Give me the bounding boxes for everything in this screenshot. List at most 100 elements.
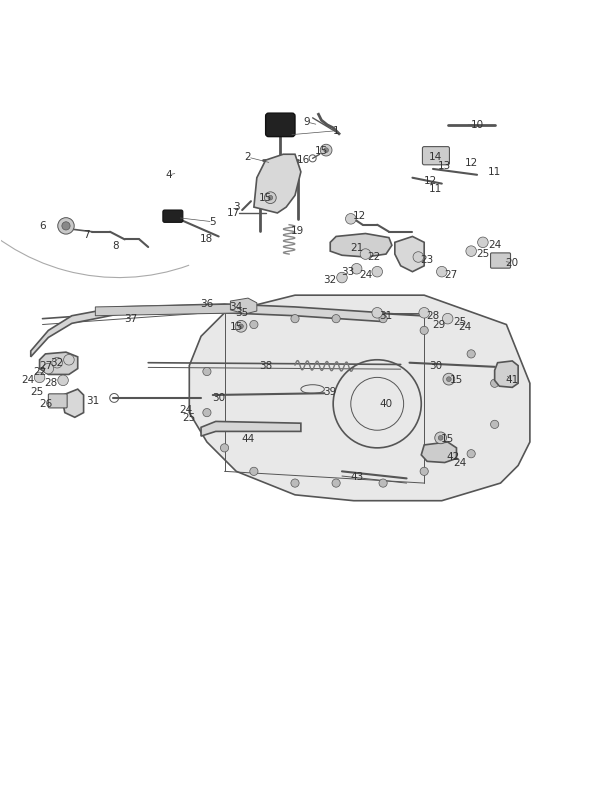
- Text: 12: 12: [464, 158, 478, 168]
- Circle shape: [352, 263, 362, 274]
- Text: 35: 35: [235, 308, 249, 318]
- Polygon shape: [40, 352, 78, 374]
- Circle shape: [442, 314, 453, 324]
- Circle shape: [291, 479, 299, 487]
- FancyBboxPatch shape: [266, 113, 295, 137]
- Text: 34: 34: [230, 302, 243, 312]
- Circle shape: [346, 213, 356, 224]
- Circle shape: [438, 435, 443, 440]
- Text: 28: 28: [45, 378, 58, 388]
- Text: 33: 33: [341, 267, 355, 276]
- Text: 11: 11: [430, 185, 442, 194]
- Text: 31: 31: [379, 310, 392, 321]
- Text: 28: 28: [427, 310, 440, 321]
- Text: 15: 15: [259, 194, 272, 203]
- Circle shape: [58, 218, 74, 234]
- Polygon shape: [494, 361, 518, 387]
- Text: 19: 19: [291, 226, 304, 235]
- Text: 25: 25: [30, 387, 43, 397]
- Circle shape: [332, 479, 340, 487]
- Text: 22: 22: [33, 367, 46, 377]
- Text: 10: 10: [470, 120, 484, 130]
- FancyBboxPatch shape: [163, 210, 183, 222]
- Text: 39: 39: [323, 387, 337, 397]
- FancyBboxPatch shape: [422, 147, 450, 165]
- Circle shape: [34, 372, 45, 382]
- Circle shape: [420, 326, 428, 334]
- Text: 25: 25: [476, 249, 490, 259]
- Circle shape: [360, 249, 371, 259]
- Text: 38: 38: [259, 361, 272, 371]
- Text: 12: 12: [353, 211, 366, 221]
- Text: 9: 9: [303, 117, 310, 127]
- Polygon shape: [201, 421, 301, 436]
- Text: 4: 4: [165, 170, 172, 180]
- Circle shape: [372, 266, 382, 277]
- Circle shape: [43, 363, 54, 374]
- Polygon shape: [254, 154, 301, 213]
- Text: 24: 24: [180, 404, 193, 415]
- Text: 32: 32: [323, 276, 337, 285]
- Text: 18: 18: [200, 235, 214, 244]
- Text: 1: 1: [333, 126, 339, 136]
- Circle shape: [332, 314, 340, 323]
- Circle shape: [413, 252, 424, 262]
- Polygon shape: [63, 389, 84, 417]
- Circle shape: [467, 350, 476, 358]
- Text: 3: 3: [233, 202, 240, 212]
- Circle shape: [235, 321, 247, 332]
- Text: 44: 44: [241, 434, 255, 444]
- Text: 24: 24: [488, 240, 501, 250]
- FancyBboxPatch shape: [490, 253, 510, 268]
- Circle shape: [58, 375, 68, 386]
- Text: 40: 40: [379, 399, 392, 408]
- Text: 2: 2: [245, 152, 251, 162]
- Text: 24: 24: [21, 375, 34, 386]
- Circle shape: [379, 314, 387, 323]
- Circle shape: [419, 307, 430, 318]
- Text: 27: 27: [444, 269, 457, 280]
- Text: 36: 36: [200, 299, 214, 309]
- Polygon shape: [330, 234, 392, 257]
- Text: 11: 11: [488, 167, 501, 177]
- Polygon shape: [421, 442, 457, 462]
- FancyBboxPatch shape: [48, 394, 67, 408]
- Circle shape: [64, 355, 74, 365]
- Text: 41: 41: [506, 375, 519, 386]
- Circle shape: [490, 420, 499, 428]
- Circle shape: [221, 444, 229, 452]
- Circle shape: [420, 467, 428, 476]
- Text: 21: 21: [350, 243, 363, 253]
- Circle shape: [466, 246, 477, 257]
- Text: 37: 37: [124, 314, 137, 324]
- Text: 42: 42: [447, 452, 460, 461]
- Circle shape: [324, 148, 329, 152]
- Text: 24: 24: [453, 457, 466, 468]
- Text: 6: 6: [39, 221, 46, 231]
- Circle shape: [490, 379, 499, 387]
- Text: 15: 15: [315, 146, 328, 156]
- Text: 30: 30: [430, 361, 442, 371]
- Text: 26: 26: [39, 399, 52, 408]
- Circle shape: [264, 192, 276, 204]
- Polygon shape: [231, 298, 257, 314]
- Circle shape: [238, 324, 243, 329]
- Text: 5: 5: [209, 216, 216, 227]
- Text: 31: 31: [86, 396, 99, 406]
- Text: 25: 25: [183, 413, 196, 423]
- Circle shape: [203, 367, 211, 375]
- Circle shape: [320, 145, 332, 156]
- Circle shape: [372, 307, 382, 318]
- Polygon shape: [96, 304, 248, 316]
- Text: 20: 20: [506, 258, 519, 268]
- Text: 12: 12: [424, 175, 437, 186]
- Circle shape: [379, 479, 387, 487]
- Text: 8: 8: [113, 242, 119, 251]
- Polygon shape: [189, 295, 530, 501]
- Text: 27: 27: [39, 361, 52, 371]
- Circle shape: [250, 467, 258, 476]
- Text: 14: 14: [430, 152, 442, 162]
- Text: 24: 24: [359, 269, 372, 280]
- Circle shape: [337, 273, 348, 283]
- Text: 16: 16: [297, 155, 310, 165]
